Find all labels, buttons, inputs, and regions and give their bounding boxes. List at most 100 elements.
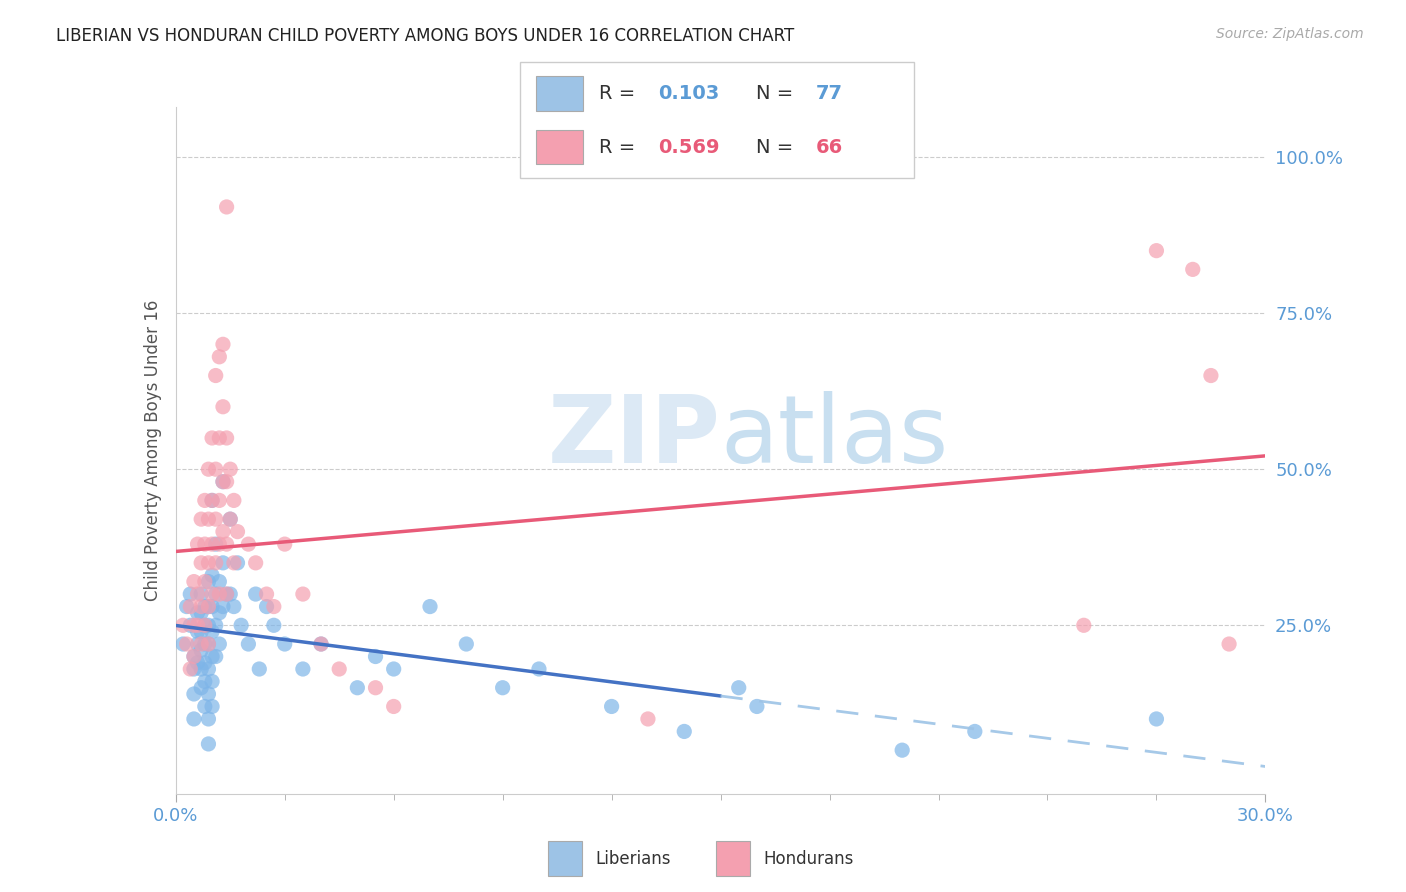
Point [194, 574, 217, 589]
Text: R =: R = [599, 84, 641, 103]
Point [183, 712, 205, 726]
Point [219, 462, 242, 476]
Point [1146, 712, 1168, 726]
Point [212, 337, 235, 351]
Point [190, 587, 212, 601]
Text: N =: N = [756, 84, 800, 103]
Text: Source: ZipAtlas.com: Source: ZipAtlas.com [1216, 27, 1364, 41]
Point [215, 587, 238, 601]
Point [190, 599, 212, 614]
Point [186, 606, 209, 620]
Point [226, 524, 249, 539]
Point [183, 649, 205, 664]
Text: LIBERIAN VS HONDURAN CHILD POVERTY AMONG BOYS UNDER 16 CORRELATION CHART: LIBERIAN VS HONDURAN CHILD POVERTY AMONG… [56, 27, 794, 45]
Point [204, 462, 226, 476]
Point [194, 537, 217, 551]
Point [204, 368, 226, 383]
Point [1146, 244, 1168, 258]
Point [204, 618, 226, 632]
Point [208, 431, 231, 445]
Point [190, 643, 212, 657]
Point [204, 512, 226, 526]
Point [600, 699, 623, 714]
Point [238, 537, 260, 551]
Point [245, 556, 267, 570]
Point [208, 637, 231, 651]
Text: 77: 77 [815, 84, 842, 103]
Point [183, 649, 205, 664]
Point [197, 556, 219, 570]
Point [1218, 637, 1240, 651]
Bar [717, 841, 751, 876]
Point [419, 599, 441, 614]
Point [201, 568, 224, 582]
Point [364, 681, 387, 695]
Point [1073, 618, 1095, 632]
Point [197, 737, 219, 751]
Point [263, 599, 285, 614]
Bar [548, 841, 582, 876]
Point [204, 649, 226, 664]
Point [212, 524, 235, 539]
Text: ZIP: ZIP [548, 391, 721, 483]
Point [197, 599, 219, 614]
Y-axis label: Child Poverty Among Boys Under 16: Child Poverty Among Boys Under 16 [143, 300, 162, 601]
Point [194, 674, 217, 689]
Point [247, 662, 270, 676]
Text: 66: 66 [815, 137, 842, 157]
Point [212, 400, 235, 414]
Point [238, 637, 260, 651]
Point [197, 637, 219, 651]
Point [382, 699, 405, 714]
Point [215, 587, 238, 601]
Point [1181, 262, 1204, 277]
Point [186, 637, 209, 651]
Point [176, 599, 198, 614]
Point [201, 493, 224, 508]
Point [194, 618, 217, 632]
Point [219, 512, 242, 526]
Point [963, 724, 986, 739]
Point [183, 662, 205, 676]
Point [727, 681, 749, 695]
Point [222, 599, 245, 614]
Point [204, 556, 226, 570]
Point [197, 599, 219, 614]
Point [201, 674, 224, 689]
Point [186, 537, 209, 551]
Point [456, 637, 478, 651]
Point [256, 587, 278, 601]
Text: atlas: atlas [721, 391, 949, 483]
Point [212, 475, 235, 489]
Point [212, 556, 235, 570]
Point [190, 556, 212, 570]
Point [197, 662, 219, 676]
Point [197, 574, 219, 589]
Point [208, 587, 231, 601]
Point [179, 618, 201, 632]
Point [190, 681, 212, 695]
Text: Hondurans: Hondurans [763, 849, 853, 868]
Point [183, 687, 205, 701]
Point [364, 649, 387, 664]
Point [208, 537, 231, 551]
Point [222, 556, 245, 570]
Point [215, 475, 238, 489]
Point [201, 431, 224, 445]
Point [194, 493, 217, 508]
Point [194, 599, 217, 614]
Point [197, 712, 219, 726]
Point [263, 618, 285, 632]
Point [201, 699, 224, 714]
Point [179, 587, 201, 601]
Point [1199, 368, 1222, 383]
Point [179, 662, 201, 676]
Point [208, 350, 231, 364]
Point [673, 724, 696, 739]
Point [204, 587, 226, 601]
Point [197, 687, 219, 701]
Point [197, 618, 219, 632]
Point [208, 606, 231, 620]
Point [194, 699, 217, 714]
Point [190, 624, 212, 639]
